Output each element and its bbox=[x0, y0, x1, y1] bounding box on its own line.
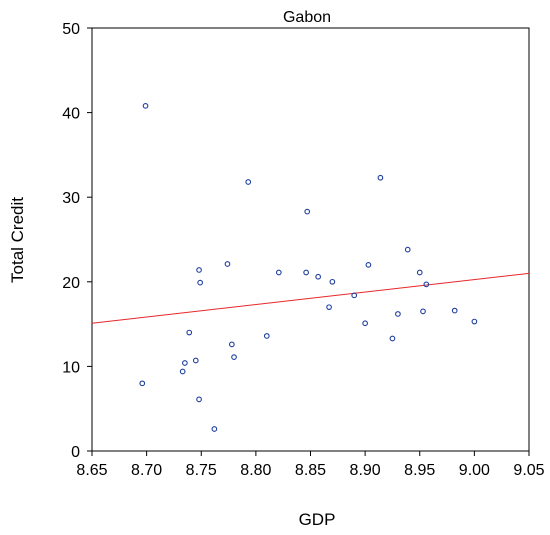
y-tick-label: 20 bbox=[62, 275, 80, 292]
x-tick-label: 9.00 bbox=[459, 462, 490, 479]
data-point bbox=[423, 281, 430, 288]
x-axis: 8.65 8.70 8.75 8.80 8.85 8.90 8.95 9.00 9.05 bbox=[76, 451, 545, 479]
data-point bbox=[196, 267, 202, 273]
data-point bbox=[395, 311, 401, 317]
x-tick-label: 8.85 bbox=[295, 462, 326, 479]
data-point bbox=[263, 333, 270, 339]
data-point bbox=[224, 261, 231, 267]
data-point bbox=[182, 360, 188, 366]
data-point bbox=[351, 292, 358, 299]
plot-frame bbox=[91, 27, 530, 452]
data-point bbox=[304, 208, 311, 215]
y-axis: 0 10 20 30 40 50 bbox=[62, 21, 92, 461]
x-tick-label: 8.65 bbox=[76, 462, 107, 479]
data-point bbox=[196, 396, 202, 403]
y-tick-label: 40 bbox=[62, 106, 80, 123]
data-point bbox=[416, 269, 423, 276]
data-point bbox=[275, 269, 282, 276]
data-point bbox=[211, 426, 218, 432]
chart-title: Gabon bbox=[283, 9, 331, 26]
data-point bbox=[451, 307, 458, 314]
x-tick-label: 8.90 bbox=[350, 462, 381, 479]
data-point bbox=[231, 354, 237, 360]
data-point bbox=[228, 341, 235, 348]
x-tick-label: 8.95 bbox=[404, 462, 435, 479]
data-point bbox=[362, 320, 368, 327]
data-point bbox=[365, 262, 372, 268]
x-tick-label: 8.80 bbox=[240, 462, 271, 479]
data-point bbox=[329, 278, 336, 285]
data-point bbox=[192, 357, 199, 364]
y-tick-label: 50 bbox=[62, 21, 80, 38]
x-tick-label: 8.70 bbox=[131, 462, 162, 479]
data-point bbox=[139, 380, 146, 387]
data-point bbox=[389, 335, 396, 342]
data-point bbox=[186, 329, 193, 336]
y-tick-label: 10 bbox=[62, 359, 80, 376]
data-point bbox=[404, 246, 411, 253]
data-point bbox=[326, 304, 332, 311]
data-point bbox=[197, 279, 204, 286]
y-axis-label: Total Credit bbox=[8, 197, 27, 283]
y-tick-label: 0 bbox=[71, 444, 80, 461]
data-point bbox=[142, 102, 149, 109]
x-tick-label: 8.75 bbox=[186, 462, 217, 479]
data-point bbox=[315, 273, 321, 280]
data-point bbox=[377, 174, 384, 181]
data-point bbox=[179, 368, 186, 375]
x-tick-label: 9.05 bbox=[513, 462, 544, 479]
data-point bbox=[245, 179, 252, 185]
y-tick-label: 30 bbox=[62, 190, 80, 207]
data-points bbox=[139, 102, 478, 432]
data-point bbox=[420, 308, 426, 315]
fit-line bbox=[91, 272, 530, 324]
x-axis-label: GDP bbox=[299, 510, 336, 529]
data-point bbox=[303, 269, 309, 276]
data-point bbox=[471, 318, 478, 325]
